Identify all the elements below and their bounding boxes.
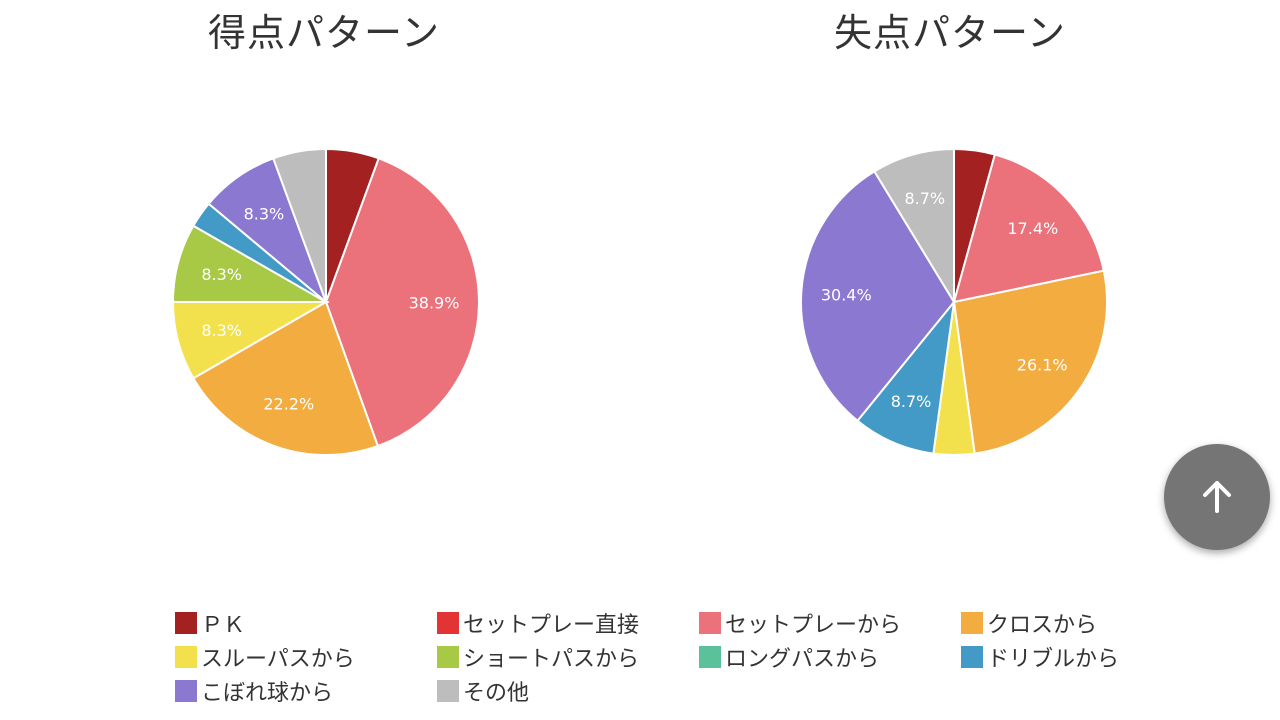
legend-swatch [699,612,721,634]
slice-data-label: 17.4% [1007,219,1058,238]
legend-label: その他 [463,681,530,706]
pie-slice [952,153,1105,304]
legend-item: ＰＫ [175,606,245,640]
slice-data-label: 22.2% [263,394,314,413]
slice-data-label: 8.3% [201,321,242,340]
legend-label: ロングパスから [725,647,880,672]
pie-slice [324,157,480,448]
legend-swatch [961,612,983,634]
pie-slice [873,147,955,306]
legend-swatch [437,646,459,668]
scroll-to-top-button[interactable] [1164,444,1270,550]
chart-title-scored: 得点パターン [207,11,441,55]
legend-item: ドリブルから [961,640,1119,674]
slice-data-label: 30.4% [821,286,872,305]
slice-data-label: 8.3% [201,265,242,284]
legend-item: スルーパスから [175,640,355,674]
pie-chart-conceded: 17.4% 26.1% 8.7% 30.4% 8.7% [800,147,1108,456]
legend-swatch [699,646,721,668]
slice-data-label: 8.7% [904,189,945,208]
legend-item: ショートパスから [437,640,639,674]
legend-label: ショートパスから [463,647,640,672]
legend-swatch [437,612,459,634]
chart-title-conceded: 失点パターン [833,11,1067,55]
legend-swatch [961,646,983,668]
pie-slice [271,147,327,303]
legend-label: クロスから [987,613,1098,638]
pie-chart-scored: 38.9% 22.2% 8.3% 8.3% 8.3% [171,147,480,456]
legend-swatch [175,612,197,634]
legend-item: セットプレーから [699,606,901,640]
arrow-up-icon [1203,481,1231,513]
legend-label: ドリブルから [987,647,1120,672]
legend-swatch [175,646,197,668]
legend-item: クロスから [961,606,1097,640]
legend-item: ロングパスから [699,640,879,674]
slice-data-label: 8.3% [244,205,285,224]
legend-label: ＰＫ [201,613,246,638]
pie-slice [800,169,956,423]
slice-data-label: 26.1% [1017,355,1068,374]
slice-data-label: 38.9% [409,293,460,312]
legend-swatch [437,680,459,702]
pie-slice [191,300,380,456]
legend-label: セットプレー直接 [463,613,640,638]
legend-item: その他 [437,674,529,708]
legend-item: こぼれ球から [175,674,333,708]
pie-slice [952,269,1108,455]
legend-label: こぼれ球から [201,681,334,706]
legend-item: セットプレー直接 [437,606,639,640]
legend-swatch [175,680,197,702]
slice-data-label: 8.7% [891,392,932,411]
legend-label: セットプレーから [725,613,902,638]
legend-label: スルーパスから [201,647,355,672]
pie-slice [856,298,956,455]
